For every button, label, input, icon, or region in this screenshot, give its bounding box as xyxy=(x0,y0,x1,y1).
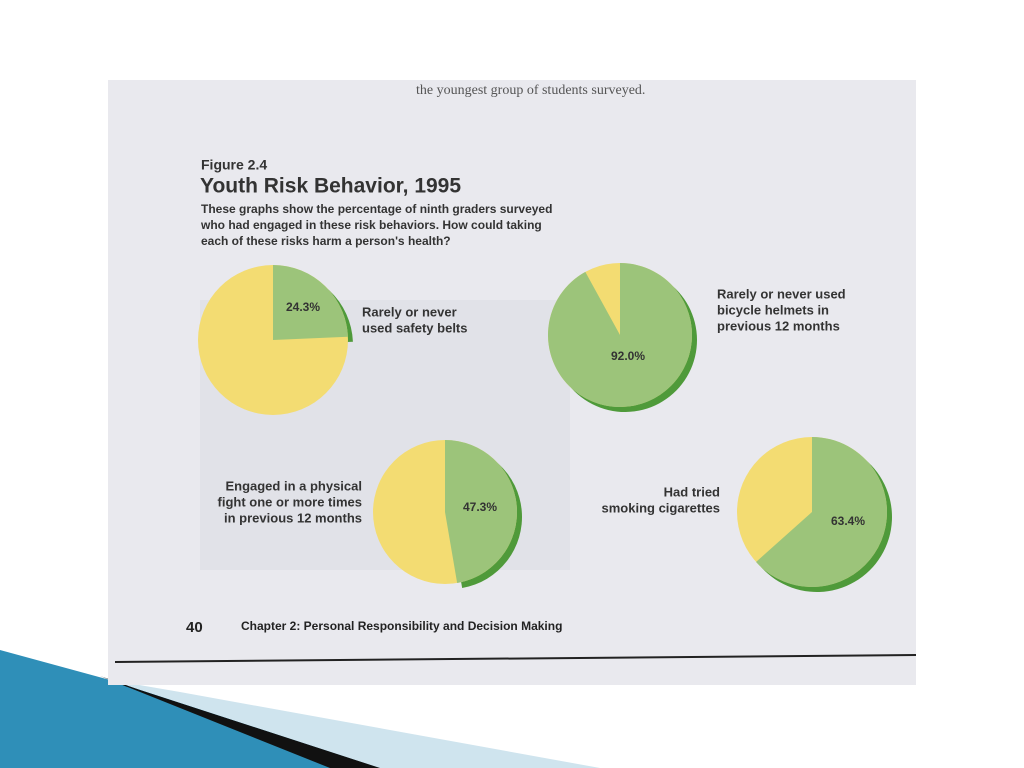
pie-annotation: smoking cigarettes xyxy=(602,500,721,515)
pie-slice xyxy=(273,265,348,340)
caption-line: who had engaged in these risk behaviors.… xyxy=(200,218,542,232)
figure-number: Figure 2.4 xyxy=(201,157,267,173)
pie-slice xyxy=(756,437,888,587)
slide-decoration xyxy=(110,680,600,768)
pie-annotation: Rarely or never used xyxy=(717,286,846,301)
value-label: 63.4% xyxy=(831,514,865,528)
header-text: the youngest group of students surveyed. xyxy=(416,83,645,98)
value-label: 24.3% xyxy=(286,300,320,314)
figure-title: Youth Risk Behavior, 1995 xyxy=(200,175,461,198)
pie-annotation: Engaged in a physical xyxy=(225,478,362,493)
pie-annotation: previous 12 months xyxy=(717,318,840,333)
page-rule xyxy=(114,654,917,663)
page-number: 40 xyxy=(186,619,203,636)
caption-line: each of these risks harm a person's heal… xyxy=(201,234,451,248)
pie-annotation: Rarely or never xyxy=(362,304,457,319)
pie-annotation: bicycle helmets in xyxy=(717,302,829,317)
value-label: 92.0% xyxy=(611,349,645,363)
pie-slice xyxy=(548,263,692,407)
pie-annotation: in previous 12 months xyxy=(224,510,362,525)
pie-annotation: Had tried xyxy=(664,484,720,499)
chapter-footer: Chapter 2: Personal Responsibility and D… xyxy=(241,619,562,633)
value-label: 47.3% xyxy=(463,500,497,514)
pie-slice xyxy=(445,440,518,583)
caption-line: These graphs show the percentage of nint… xyxy=(201,202,552,216)
pie-annotation: fight one or more times xyxy=(218,494,362,509)
pie-annotation: used safety belts xyxy=(362,320,468,335)
